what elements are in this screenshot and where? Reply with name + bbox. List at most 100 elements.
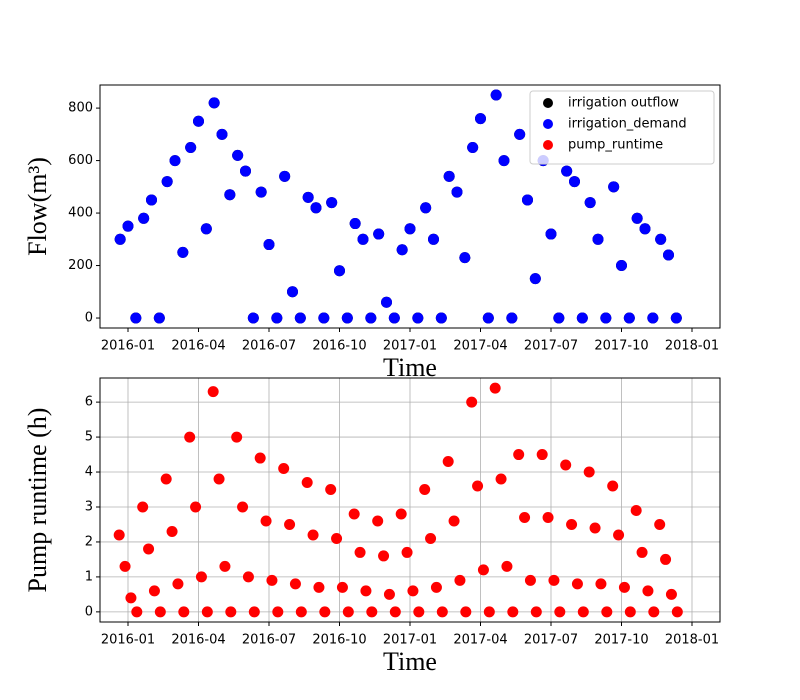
point <box>430 581 442 593</box>
point <box>472 480 484 492</box>
point <box>331 532 343 544</box>
legend-label: irrigation_demand <box>568 117 687 132</box>
point <box>443 170 455 182</box>
x-tick-label: 2016-07 <box>242 339 296 354</box>
point <box>160 473 172 485</box>
legend-box <box>529 90 715 165</box>
point <box>365 312 377 324</box>
point <box>348 508 360 520</box>
point <box>475 113 486 125</box>
point <box>553 312 565 324</box>
plot-frame <box>99 84 721 329</box>
point <box>442 456 454 468</box>
x-tick-label: 2018-01 <box>665 633 719 648</box>
point <box>451 186 463 198</box>
y-tick-label: 0 <box>85 311 93 326</box>
point <box>592 233 604 245</box>
point <box>336 581 348 593</box>
point <box>542 511 554 523</box>
y-tick-label: 4 <box>85 465 93 480</box>
point <box>665 588 677 600</box>
point <box>287 286 298 298</box>
point <box>113 529 125 541</box>
point <box>318 312 330 324</box>
point <box>412 312 424 324</box>
point <box>613 529 625 541</box>
point <box>413 606 425 618</box>
point <box>519 511 531 523</box>
y-tick-label: 800 <box>68 101 93 116</box>
point <box>310 202 322 214</box>
point <box>584 197 596 209</box>
point <box>670 312 682 324</box>
point <box>536 449 548 461</box>
point <box>648 606 660 618</box>
point <box>200 223 212 235</box>
point <box>396 244 408 256</box>
point <box>255 186 267 198</box>
point <box>501 560 513 572</box>
y-tick-label: 5 <box>85 430 93 445</box>
x-tick-label: 2018-01 <box>665 339 719 354</box>
point <box>166 525 178 537</box>
y-axis-label: Pump runtime (h) <box>23 408 52 593</box>
point <box>404 223 416 235</box>
x-tick-label: 2016-01 <box>101 633 155 648</box>
point <box>307 529 319 541</box>
point <box>647 312 659 324</box>
point <box>389 606 401 618</box>
point <box>571 578 583 590</box>
point <box>208 97 220 109</box>
x-tick-label: 2016-07 <box>242 633 296 648</box>
y-tick-label: 6 <box>85 395 93 410</box>
point <box>636 546 648 558</box>
point <box>595 578 607 590</box>
point <box>195 571 207 583</box>
point <box>459 252 471 264</box>
point <box>263 239 275 251</box>
legend-marker <box>543 98 553 108</box>
point <box>507 606 519 618</box>
point <box>148 585 160 597</box>
y-tick-label: 600 <box>68 153 93 168</box>
point <box>114 233 126 245</box>
y-tick-label: 200 <box>68 258 93 273</box>
point <box>294 312 306 324</box>
x-tick-label: 2017-07 <box>524 339 578 354</box>
point <box>193 115 204 127</box>
point <box>608 181 620 193</box>
point <box>146 194 157 206</box>
point <box>169 155 181 167</box>
legend-marker <box>543 140 553 150</box>
point <box>529 273 541 285</box>
y-tick-label: 3 <box>85 499 93 514</box>
point <box>655 233 667 245</box>
point <box>576 312 588 324</box>
point <box>428 233 439 245</box>
point <box>378 550 390 562</box>
point <box>514 128 526 140</box>
point <box>266 574 278 586</box>
point <box>242 571 254 583</box>
point <box>341 312 353 324</box>
point <box>302 191 314 203</box>
legend-label: irrigation outflow <box>568 96 679 111</box>
point <box>225 606 237 618</box>
point <box>237 501 249 513</box>
point <box>654 518 666 530</box>
point <box>224 189 236 201</box>
point <box>618 581 630 593</box>
point <box>495 473 507 485</box>
point <box>373 228 385 240</box>
point <box>545 228 557 240</box>
point <box>583 466 595 478</box>
point <box>326 197 338 209</box>
x-tick-label: 2017-04 <box>453 339 507 354</box>
point <box>401 546 413 558</box>
point <box>639 223 651 235</box>
point <box>435 312 447 324</box>
point <box>671 606 683 618</box>
point <box>383 588 395 600</box>
point <box>119 560 131 572</box>
